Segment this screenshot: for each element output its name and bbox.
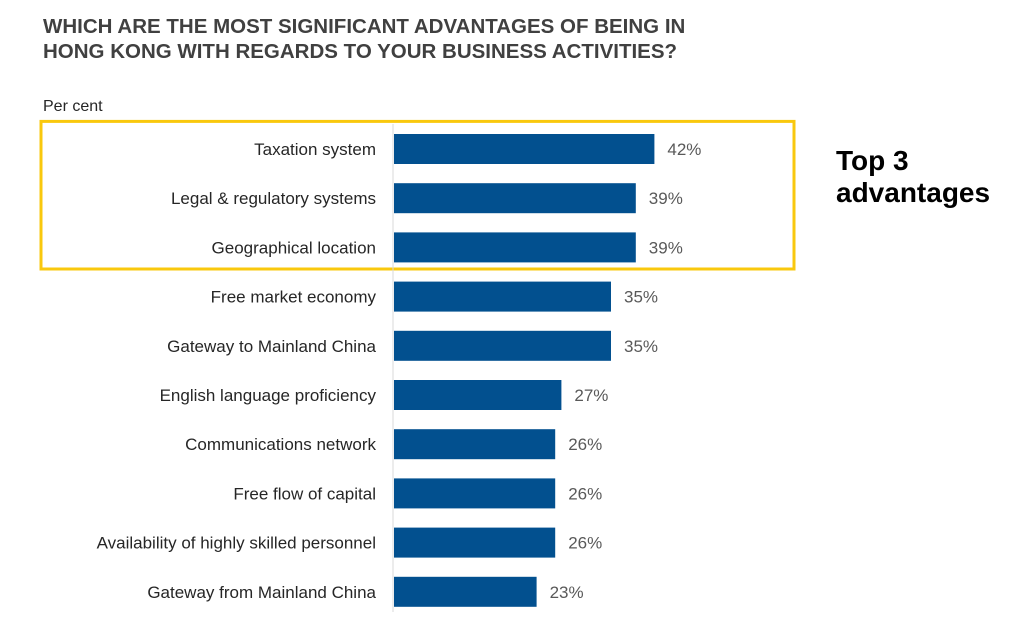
chart-title-line-2: HONG KONG WITH REGARDS TO YOUR BUSINESS …	[43, 40, 678, 63]
value-label: 39%	[649, 189, 683, 208]
category-label: Communications network	[185, 435, 376, 454]
category-label: Taxation system	[254, 140, 376, 159]
value-label: 26%	[568, 484, 602, 503]
bar	[394, 281, 611, 312]
unit-label: Per cent	[43, 98, 103, 115]
value-label: 27%	[574, 386, 608, 405]
bar	[394, 330, 611, 361]
category-label: Availability of highly skilled personnel	[97, 534, 376, 553]
category-label: Geographical location	[212, 238, 376, 257]
bar	[394, 576, 537, 607]
bar	[394, 232, 636, 263]
bar	[394, 380, 562, 410]
category-label: Legal & regulatory systems	[171, 189, 376, 208]
bar	[394, 478, 556, 509]
bars-layer: Taxation system 42% Legal & regulatory sys…	[97, 134, 701, 607]
bar	[394, 527, 556, 558]
top-3-highlight-box	[39, 119, 796, 271]
value-label: 39%	[649, 238, 683, 257]
category-label: Gateway from Mainland China	[147, 583, 376, 602]
value-label: 35%	[624, 288, 658, 307]
category-label: Free flow of capital	[233, 484, 376, 503]
bar	[394, 134, 655, 164]
top-3-callout: Top 3 advantages	[836, 145, 990, 209]
value-label: 35%	[624, 337, 658, 356]
category-label: Gateway to Mainland China	[167, 337, 376, 356]
category-label: English language proficiency	[160, 386, 377, 405]
category-label: Free market economy	[211, 288, 377, 307]
bar	[394, 183, 636, 214]
chart-title-line-1: WHICH ARE THE MOST SIGNIFICANT ADVANTAGE…	[43, 15, 686, 38]
chart-title: WHICH ARE THE MOST SIGNIFICANT ADVANTAGE…	[43, 14, 803, 64]
callout-line-1: Top 3	[836, 145, 909, 176]
value-label: 42%	[667, 140, 701, 159]
value-label: 26%	[568, 534, 602, 553]
value-label: 26%	[568, 435, 602, 454]
value-label: 23%	[550, 583, 584, 602]
bar	[394, 429, 556, 460]
callout-line-2: advantages	[836, 177, 991, 208]
